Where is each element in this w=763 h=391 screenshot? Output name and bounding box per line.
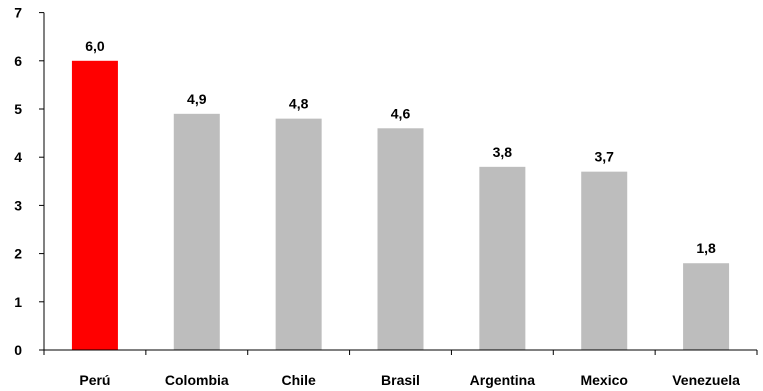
- labels: 6,0 Perú 4,9 Colombia 4,8 Chile 4,6 Brasil 3,8 Ar…: [14, 5, 740, 388]
- x-tick-label-peru: Perú: [79, 372, 110, 388]
- x-tick-label-brasil: Brasil: [381, 372, 420, 388]
- y-tick-label-1: 1: [14, 294, 22, 310]
- x-tick-label-argentina: Argentina: [470, 372, 536, 388]
- x-tick-label-chile: Chile: [282, 372, 316, 388]
- data-label-colombia: 4,9: [187, 91, 207, 107]
- data-label-venezuela: 1,8: [696, 240, 716, 256]
- data-label-brasil: 4,6: [391, 105, 411, 121]
- y-tick-label-3: 3: [14, 197, 22, 213]
- y-tick-label-0: 0: [14, 342, 22, 358]
- y-tick-label-4: 4: [14, 149, 22, 165]
- data-label-argentina: 3,8: [493, 144, 513, 160]
- bars: [71, 60, 730, 351]
- x-tick-label-venezuela: Venezuela: [672, 372, 740, 388]
- y-tick-label-6: 6: [14, 53, 22, 69]
- data-label-mexico: 3,7: [594, 149, 614, 165]
- bar-peru: [71, 60, 118, 351]
- x-tick-label-colombia: Colombia: [165, 372, 229, 388]
- x-tick-label-mexico: Mexico: [580, 372, 627, 388]
- bar-venezuela: [683, 263, 730, 350]
- bar-colombia: [173, 113, 220, 350]
- data-label-chile: 4,8: [289, 96, 309, 112]
- data-label-peru: 6,0: [85, 38, 105, 54]
- bar-brasil: [377, 128, 424, 350]
- bar-mexico: [581, 171, 628, 350]
- y-tick-label-7: 7: [14, 5, 22, 21]
- y-tick-label-2: 2: [14, 246, 22, 262]
- y-tick-label-5: 5: [14, 101, 22, 117]
- bar-chile: [275, 118, 322, 350]
- bar-argentina: [479, 166, 526, 350]
- axes: [39, 12, 758, 355]
